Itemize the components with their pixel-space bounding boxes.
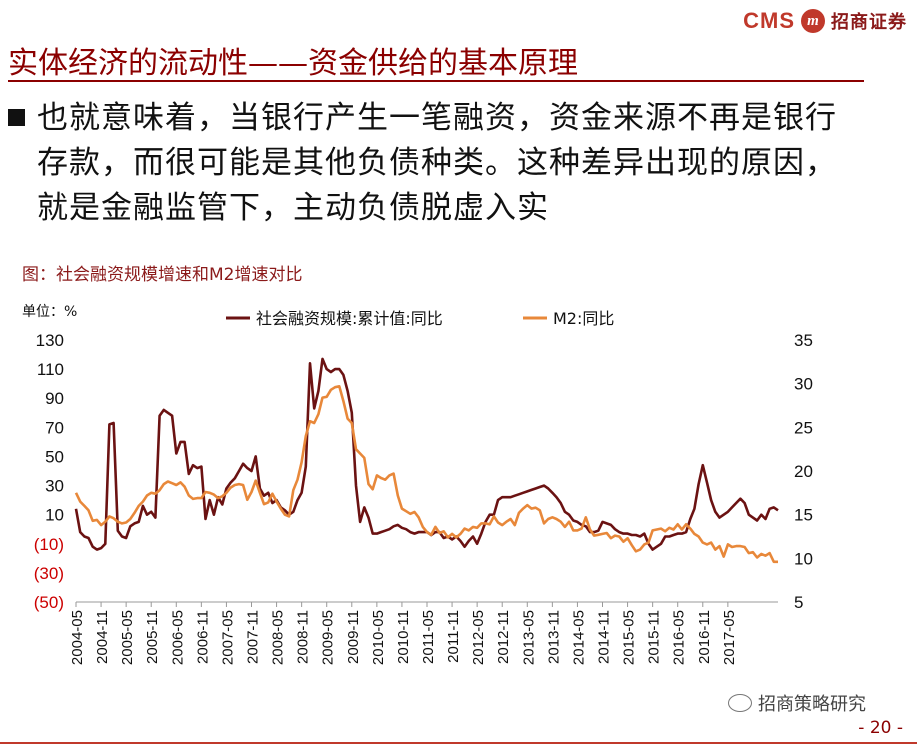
y-left-tick-label: (10) — [34, 535, 64, 554]
y-left-tick-label: 30 — [45, 477, 64, 496]
x-tick-label: 2010-05 — [370, 610, 387, 665]
series-line-2 — [74, 385, 778, 564]
x-tick-label: 2007-11 — [245, 610, 262, 664]
watermark-text: 招商策略研究 — [758, 694, 866, 715]
x-tick-label: 2004-05 — [69, 610, 86, 665]
logo-mark-icon: m — [801, 9, 825, 33]
y-left-tick-label: (50) — [34, 593, 64, 612]
series-line-1 — [74, 357, 779, 551]
y-right-tick-label: 10 — [794, 549, 813, 568]
watermark: 招商策略研究 — [728, 690, 866, 716]
x-tick-label: 2013-11 — [545, 610, 562, 664]
x-tick-label: 2015-05 — [621, 610, 638, 665]
y-left-tick-label: (30) — [34, 564, 64, 583]
square-bullet-icon — [8, 109, 25, 126]
x-tick-label: 2015-11 — [646, 610, 663, 664]
page-title: 实体经济的流动性——资金供给的基本原理 — [8, 46, 578, 81]
x-tick-label: 2006-11 — [194, 610, 211, 664]
y-left-tick-label: 130 — [36, 331, 64, 350]
x-tick-label: 2010-11 — [395, 610, 412, 664]
x-tick-label: 2006-05 — [169, 610, 186, 665]
y-right-tick-label: 25 — [794, 418, 813, 437]
x-tick-label: 2017-05 — [721, 610, 738, 665]
x-tick-label: 2011-11 — [445, 610, 462, 663]
brand-logo: CMS m 招商证券 — [743, 6, 907, 36]
footer-divider — [0, 742, 917, 744]
x-tick-label: 2014-05 — [570, 610, 587, 665]
y-left-tick-label: 90 — [45, 389, 64, 408]
chart-legend: 社会融资规模:累计值:同比 M2:同比 — [226, 309, 614, 328]
x-tick-label: 2005-05 — [119, 610, 136, 665]
x-tick-label: 2005-11 — [144, 610, 161, 664]
title-divider — [8, 80, 864, 82]
y-right-tick-label: 5 — [794, 593, 803, 612]
y-left-tick-label: 10 — [45, 506, 64, 525]
x-tick-label: 2016-11 — [696, 610, 713, 664]
y-right-tick-label: 30 — [794, 375, 813, 394]
y-left-tick-label: 50 — [45, 447, 64, 466]
y-left-tick-label: 70 — [45, 418, 64, 437]
x-tick-label: 2009-11 — [345, 610, 362, 664]
logo-company-name: 招商证券 — [831, 12, 907, 33]
x-tick-label: 2014-11 — [596, 610, 613, 664]
line-chart: 单位：% 社会融资规模:累计值:同比 M2:同比 130 110 90 70 50 30 1… — [22, 304, 813, 665]
x-tick-label: 2008-05 — [270, 610, 287, 665]
figure-caption: 图：社会融资规模增速和M2增速对比 — [22, 265, 303, 285]
y-right-tick-label: 15 — [794, 506, 813, 525]
x-tick-label: 2009-05 — [320, 610, 337, 665]
x-tick-label: 2004-11 — [94, 610, 111, 664]
page-number: - 20 - — [858, 718, 903, 738]
x-tick-label: 2012-11 — [495, 610, 512, 664]
legend-label-series-2: M2:同比 — [553, 309, 614, 328]
y-left-tick-label: 110 — [37, 360, 64, 379]
logo-cms-text: CMS — [743, 8, 795, 33]
x-tick-label: 2013-05 — [520, 610, 537, 665]
wechat-icon — [728, 694, 752, 712]
x-tick-label: 2007-05 — [219, 610, 236, 665]
x-tick-label: 2016-05 — [671, 610, 688, 665]
x-tick-label: 2008-11 — [295, 610, 312, 664]
bullet-text: 也就意味着，当银行产生一笔融资，资金来源不再是银行存款，而很可能是其他负债种类。… — [37, 100, 837, 226]
y-right-tick-label: 20 — [794, 462, 813, 481]
x-tick-label: 2011-05 — [420, 610, 437, 664]
chart-unit-label: 单位：% — [22, 304, 77, 320]
legend-label-series-1: 社会融资规模:累计值:同比 — [256, 309, 443, 328]
x-tick-label: 2012-05 — [470, 610, 487, 665]
y-right-tick-label: 35 — [794, 331, 813, 350]
bullet-point: 也就意味着，当银行产生一笔融资，资金来源不再是银行存款，而很可能是其他负债种类。… — [8, 96, 868, 231]
